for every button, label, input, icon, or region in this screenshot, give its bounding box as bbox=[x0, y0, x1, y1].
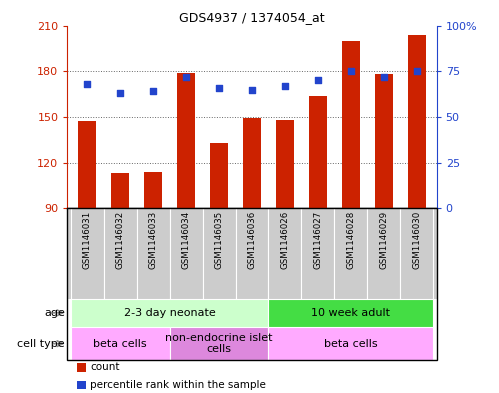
Text: GSM1146034: GSM1146034 bbox=[182, 211, 191, 269]
Bar bbox=[170, 208, 203, 299]
Bar bbox=[342, 41, 360, 208]
Bar bbox=[268, 299, 433, 327]
Bar bbox=[111, 173, 129, 208]
Text: GSM1146036: GSM1146036 bbox=[248, 211, 256, 269]
Bar bbox=[268, 208, 301, 299]
Text: GSM1146033: GSM1146033 bbox=[149, 211, 158, 269]
Point bbox=[116, 90, 124, 96]
Bar bbox=[334, 208, 367, 299]
Text: count: count bbox=[90, 362, 120, 373]
Bar bbox=[144, 172, 162, 208]
Bar bbox=[71, 299, 268, 327]
Text: GSM1146027: GSM1146027 bbox=[313, 211, 322, 269]
Text: cell type: cell type bbox=[17, 339, 65, 349]
Text: beta cells: beta cells bbox=[324, 339, 378, 349]
Bar bbox=[375, 74, 393, 208]
Point bbox=[149, 88, 157, 94]
Bar bbox=[78, 121, 96, 208]
Point bbox=[314, 77, 322, 84]
Point bbox=[215, 84, 223, 91]
Bar bbox=[367, 208, 400, 299]
Text: GSM1146026: GSM1146026 bbox=[280, 211, 289, 269]
Bar bbox=[71, 327, 170, 360]
Bar bbox=[243, 118, 261, 208]
Bar bbox=[104, 208, 137, 299]
Text: GSM1146030: GSM1146030 bbox=[412, 211, 421, 269]
Text: non-endocrine islet
cells: non-endocrine islet cells bbox=[165, 333, 273, 354]
Text: GSM1146028: GSM1146028 bbox=[346, 211, 355, 269]
Point bbox=[83, 81, 91, 87]
Text: beta cells: beta cells bbox=[93, 339, 147, 349]
Bar bbox=[400, 208, 433, 299]
Text: GSM1146031: GSM1146031 bbox=[83, 211, 92, 269]
Bar bbox=[203, 208, 236, 299]
Bar bbox=[301, 208, 334, 299]
Title: GDS4937 / 1374054_at: GDS4937 / 1374054_at bbox=[179, 11, 325, 24]
Bar bbox=[408, 35, 426, 208]
Bar bbox=[268, 327, 433, 360]
Bar bbox=[309, 95, 327, 208]
Text: 10 week adult: 10 week adult bbox=[311, 308, 390, 318]
Bar bbox=[177, 73, 195, 208]
Text: GSM1146029: GSM1146029 bbox=[379, 211, 388, 269]
Text: age: age bbox=[44, 308, 65, 318]
Text: percentile rank within the sample: percentile rank within the sample bbox=[90, 380, 266, 390]
Bar bbox=[276, 120, 294, 208]
Point bbox=[182, 73, 190, 80]
Text: GSM1146035: GSM1146035 bbox=[215, 211, 224, 269]
Point bbox=[281, 83, 289, 89]
Text: GSM1146032: GSM1146032 bbox=[116, 211, 125, 269]
Point bbox=[248, 86, 256, 93]
Bar bbox=[137, 208, 170, 299]
Bar bbox=[236, 208, 268, 299]
Point bbox=[380, 73, 388, 80]
Point bbox=[347, 68, 355, 74]
Text: 2-3 day neonate: 2-3 day neonate bbox=[124, 308, 216, 318]
Bar bbox=[71, 208, 104, 299]
Point bbox=[413, 68, 421, 74]
Bar bbox=[170, 327, 268, 360]
Bar bbox=[210, 143, 228, 208]
